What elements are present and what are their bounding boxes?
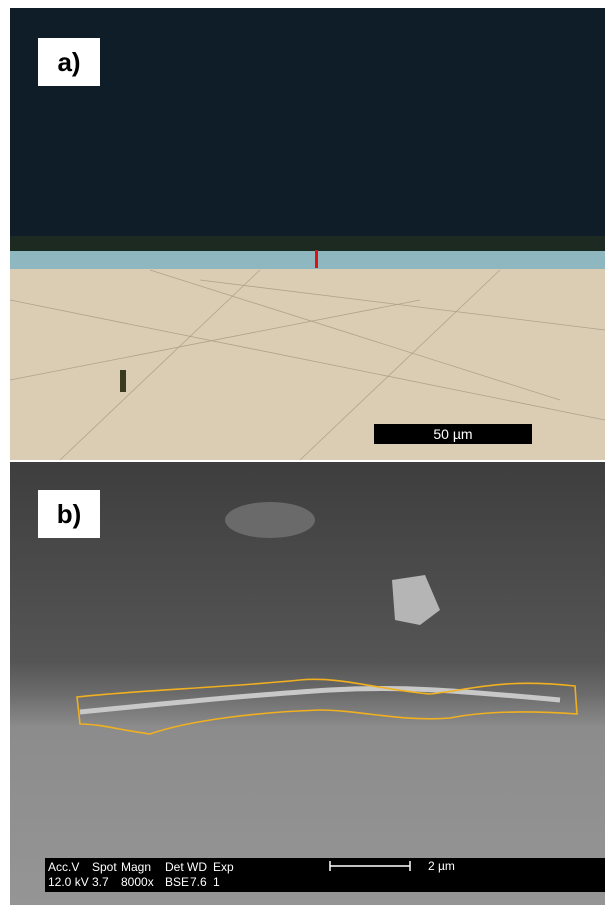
grain <box>225 502 315 538</box>
info-header: Spot <box>92 860 117 874</box>
info-header: Exp <box>213 860 234 874</box>
info-value: 8000x <box>121 875 154 889</box>
info-value: 3.7 <box>92 875 109 889</box>
info-value: 1 <box>213 875 220 889</box>
info-header: Det <box>165 860 184 874</box>
info-value: BSE <box>165 875 189 889</box>
info-value: 7.6 <box>190 875 207 889</box>
inclusion <box>120 370 126 392</box>
panel-label: a) <box>57 47 80 77</box>
thickness-marker <box>315 250 318 268</box>
figure: a) 50 µm b) 2 µm Acc.V Spot Magn DetWD Exp 12… <box>0 0 605 913</box>
sem-scale-label: 2 µm <box>428 859 455 873</box>
info-header: Magn <box>121 860 151 874</box>
info-header: WD <box>187 860 207 874</box>
page: a) 50 µm b) 2 µm Acc.V Spot Magn DetWD Exp 12… <box>0 0 605 913</box>
coating-layer <box>10 251 605 269</box>
panel-label: b) <box>57 499 82 529</box>
scale-bar-label: 50 µm <box>433 426 472 442</box>
panel-a: a) 50 µm <box>10 8 605 460</box>
info-header: Acc.V <box>48 860 79 874</box>
edge-band <box>10 236 605 252</box>
info-value: 12.0 kV <box>48 875 89 889</box>
